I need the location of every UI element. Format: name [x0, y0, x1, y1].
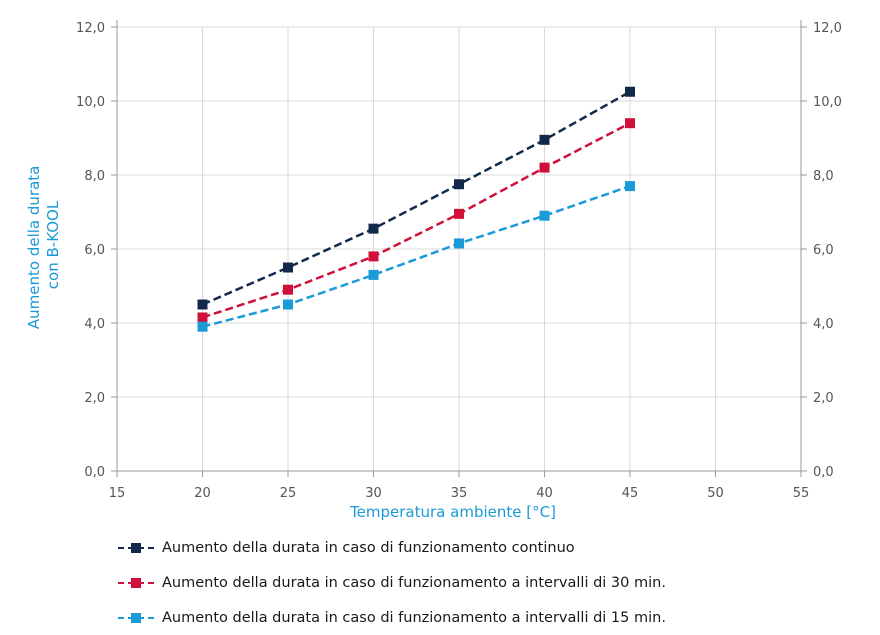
- y-tick-label-right: 10,0: [813, 95, 842, 110]
- y-tick-label-left: 0,0: [84, 465, 105, 480]
- data-point-series-3: [454, 238, 464, 249]
- tick-labels: 0,0 0,0 2,0 2,0 4,0 4,0 6,0 6,0 8,0 8,0 10,0 10,0 12…: [76, 21, 842, 501]
- data-point-series-2: [283, 284, 293, 295]
- data-point-series-2: [454, 208, 464, 219]
- y-tick-label-right: 8,0: [813, 169, 834, 184]
- legend-label: Aumento della durata in caso di funziona…: [162, 539, 575, 556]
- x-tick-label: 55: [793, 486, 810, 501]
- data-point-series-3: [197, 321, 208, 332]
- y-tick-label-right: 2,0: [813, 391, 834, 406]
- y-tick-label-left: 12,0: [76, 21, 105, 36]
- data-point-series-1: [625, 86, 635, 97]
- line-chart: 0,0 0,0 2,0 2,0 4,0 4,0 6,0 6,0 8,0 8,0 10,0 10,0 12…: [25, 20, 842, 520]
- legend-swatch-icon: [118, 611, 154, 625]
- data-point-series-2: [539, 162, 550, 173]
- y-tick-label-right: 4,0: [813, 317, 834, 332]
- series-line-3: [202, 184, 631, 328]
- x-tick-label: 30: [365, 486, 382, 501]
- legend: Aumento della durata in caso di funziona…: [118, 530, 666, 635]
- y-tick-label-left: 2,0: [84, 391, 105, 406]
- legend-label: Aumento della durata in caso di funziona…: [162, 609, 666, 626]
- y-tick-label-left: 8,0: [84, 169, 105, 184]
- data-point-series-1: [283, 262, 293, 273]
- x-tick-label: 40: [536, 486, 553, 501]
- series-line-2: [202, 122, 631, 319]
- x-tick-label: 25: [280, 486, 297, 501]
- x-tick-label: 45: [622, 486, 639, 501]
- data-point-series-2: [625, 118, 635, 129]
- data-point-series-1: [454, 179, 464, 190]
- x-axis-title: Temperatura ambiente [°C]: [349, 503, 556, 520]
- y-tick-label-left: 6,0: [84, 243, 105, 258]
- y-axis-title: Aumento della durata con B-KOOL: [25, 161, 62, 329]
- y-tick-label-right: 0,0: [813, 465, 834, 480]
- y-axis-title-line2: con B-KOOL: [44, 200, 62, 289]
- legend-marker: [131, 542, 141, 553]
- legend-label: Aumento della durata in caso di funziona…: [162, 574, 666, 591]
- series: [197, 86, 635, 332]
- series-line-1: [202, 90, 631, 306]
- legend-marker: [131, 577, 141, 588]
- y-tick-label-left: 10,0: [76, 95, 105, 110]
- data-point-series-3: [283, 299, 293, 310]
- y-tick-label-right: 6,0: [813, 243, 834, 258]
- data-point-series-2: [368, 251, 379, 262]
- grid: [117, 26, 801, 471]
- data-point-series-1: [368, 223, 379, 234]
- x-tick-label: 35: [451, 486, 468, 501]
- data-point-series-1: [539, 134, 550, 145]
- y-axis-title-line1: Aumento della durata: [25, 166, 43, 329]
- legend-marker: [131, 612, 141, 623]
- data-point-series-1: [197, 299, 208, 310]
- legend-swatch-icon: [118, 541, 154, 555]
- legend-item: Aumento della durata in caso di funziona…: [118, 600, 666, 635]
- legend-swatch-icon: [118, 576, 154, 590]
- x-tick-label: 50: [707, 486, 724, 501]
- y-tick-label-left: 4,0: [84, 317, 105, 332]
- legend-item: Aumento della durata in caso di funziona…: [118, 530, 666, 565]
- x-tick-label: 20: [194, 486, 211, 501]
- data-point-series-3: [625, 181, 635, 192]
- data-point-series-3: [368, 269, 379, 280]
- legend-item: Aumento della durata in caso di funziona…: [118, 565, 666, 600]
- y-tick-label-right: 12,0: [813, 21, 842, 36]
- x-tick-label: 15: [109, 486, 126, 501]
- data-point-series-3: [539, 210, 550, 221]
- axes: [111, 20, 807, 477]
- data-point-series-2: [197, 312, 208, 323]
